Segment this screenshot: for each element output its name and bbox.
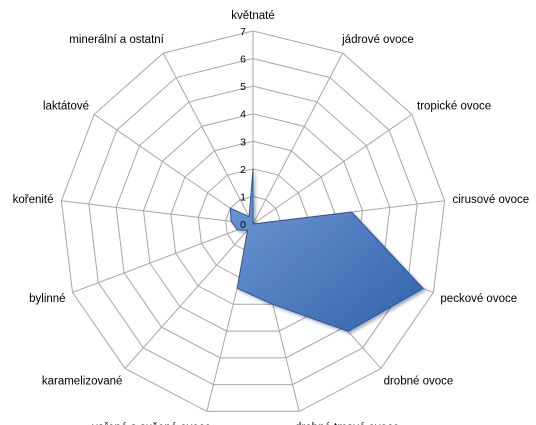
category-label: drobné ovoce <box>384 375 454 387</box>
spoke-8 <box>124 223 254 369</box>
grid-ring-6 <box>88 58 418 386</box>
category-label: karamelizované <box>42 375 123 387</box>
tick-label: 5 <box>240 81 246 93</box>
category-label: tropické ovoce <box>417 100 491 112</box>
tick-label: 0 <box>240 219 246 231</box>
grid-ring-7 <box>60 30 446 412</box>
radar-series-layer <box>229 168 424 332</box>
category-labels: květnaté jádrové ovoce tropické ovoce cirus… <box>13 10 530 425</box>
grid-ring-5 <box>115 85 391 359</box>
radial-axis-ticks: 0 1 2 3 4 5 6 7 <box>240 26 246 231</box>
category-label: vařené a sušené ovoce <box>92 422 211 425</box>
category-label: kořenité <box>13 194 54 206</box>
category-label: cirusové ovoce <box>452 194 529 206</box>
tick-label: 7 <box>240 26 246 38</box>
category-label: jádrové ovoce <box>341 34 414 46</box>
tick-label: 4 <box>240 109 246 121</box>
category-label: peckové ovoce <box>440 293 517 305</box>
tick-label: 3 <box>240 136 246 148</box>
spoke-1 <box>252 52 344 225</box>
tick-label: 6 <box>240 54 246 66</box>
category-label: bylinné <box>29 293 65 305</box>
spoke-9 <box>72 223 254 293</box>
spoke-11 <box>93 113 254 225</box>
category-label: minerální a ostatní <box>69 34 164 46</box>
series-area <box>229 168 424 332</box>
spoke-2 <box>252 113 413 225</box>
spoke-12 <box>162 52 254 225</box>
grid-ring-4 <box>143 113 363 332</box>
category-label: drobné tmavé ovoce <box>295 422 399 425</box>
tick-label: 1 <box>240 191 246 203</box>
category-label: květnaté <box>231 10 274 22</box>
spoke-10 <box>61 200 254 225</box>
grid-ring-3 <box>170 140 336 305</box>
category-label: laktátové <box>43 100 89 112</box>
tick-label: 2 <box>240 164 246 176</box>
